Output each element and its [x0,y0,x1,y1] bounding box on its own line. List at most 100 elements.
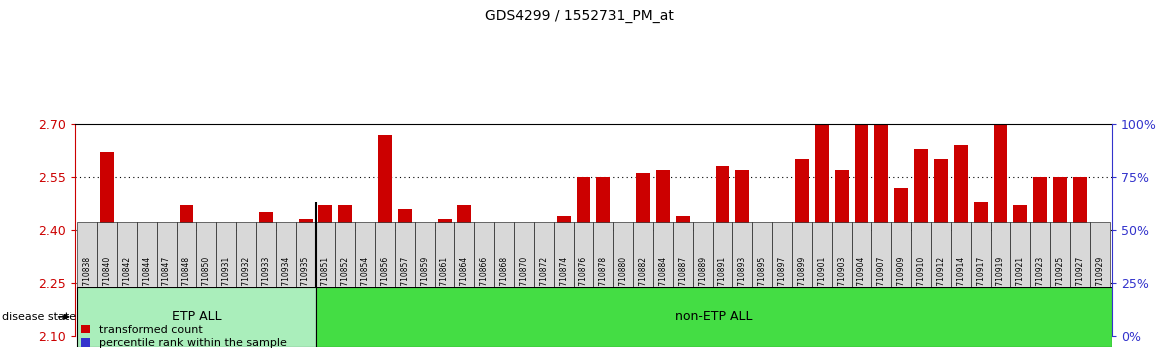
Text: GSM710838: GSM710838 [82,256,91,302]
Text: GSM710931: GSM710931 [221,256,230,302]
Text: GSM710872: GSM710872 [540,256,549,302]
Bar [935,284,947,289]
Bar [1033,177,1047,336]
FancyBboxPatch shape [733,222,753,336]
Bar [419,302,431,306]
Bar [696,294,710,336]
Bar [200,320,212,324]
Bar [358,237,372,336]
Bar [697,288,709,292]
FancyBboxPatch shape [256,222,276,336]
Bar [259,212,273,336]
Bar [736,288,748,292]
Text: GSM710912: GSM710912 [937,256,945,302]
Bar [756,323,768,327]
FancyBboxPatch shape [673,222,692,336]
Text: GSM710882: GSM710882 [638,256,647,302]
Bar [598,288,609,292]
Text: GSM710895: GSM710895 [757,256,767,302]
Text: GSM710878: GSM710878 [599,256,608,302]
Text: GSM710842: GSM710842 [123,256,131,302]
FancyBboxPatch shape [117,222,137,336]
FancyBboxPatch shape [951,222,970,336]
Bar [596,177,610,336]
Text: GSM710856: GSM710856 [381,256,389,302]
FancyBboxPatch shape [1011,222,1031,336]
Text: GSM710859: GSM710859 [420,256,430,302]
Text: GSM710893: GSM710893 [738,256,747,302]
Bar [895,291,907,296]
Bar [676,216,690,336]
Text: GSM710901: GSM710901 [818,256,827,302]
Bar [1034,295,1046,299]
Bar [140,241,154,336]
FancyBboxPatch shape [514,222,534,336]
Bar [677,288,689,292]
FancyBboxPatch shape [375,222,395,336]
Bar [557,216,571,336]
Text: GSM710932: GSM710932 [242,256,250,302]
Text: GSM710910: GSM710910 [917,256,925,302]
Bar [315,287,1112,347]
Legend: transformed count, percentile rank within the sample: transformed count, percentile rank withi… [81,325,286,348]
Text: GSM710854: GSM710854 [360,256,369,302]
FancyBboxPatch shape [1050,222,1070,336]
Text: GSM710864: GSM710864 [460,256,469,302]
Text: GSM710914: GSM710914 [957,256,966,302]
Bar [657,291,669,296]
Text: GSM710870: GSM710870 [520,256,528,302]
Bar [874,124,888,336]
Text: GSM710866: GSM710866 [479,256,489,302]
FancyBboxPatch shape [653,222,673,336]
Bar [101,288,113,292]
Bar [776,320,787,324]
Text: GSM710904: GSM710904 [857,256,866,302]
FancyBboxPatch shape [593,222,614,336]
FancyBboxPatch shape [633,222,653,336]
FancyBboxPatch shape [336,222,356,336]
Bar [259,320,272,324]
FancyBboxPatch shape [78,222,97,336]
Text: GSM710880: GSM710880 [618,256,628,302]
FancyBboxPatch shape [692,222,712,336]
Bar [954,145,968,336]
Bar [1073,288,1086,292]
Bar [359,313,371,317]
Text: GSM710917: GSM710917 [976,256,985,302]
Bar [974,202,988,336]
Bar [120,298,133,303]
FancyBboxPatch shape [434,222,454,336]
Bar [279,258,293,336]
Bar [80,273,94,336]
Bar [516,234,530,336]
Bar [378,135,391,336]
Bar [1013,205,1027,336]
Bar [796,281,808,285]
Text: GSM710903: GSM710903 [837,256,846,302]
Text: GSM710921: GSM710921 [1016,256,1025,302]
Bar [617,288,629,292]
Bar [477,241,491,336]
Bar [81,327,93,331]
Text: GSM710907: GSM710907 [877,256,886,302]
Text: GDS4299 / 1552731_PM_at: GDS4299 / 1552731_PM_at [484,9,674,23]
FancyBboxPatch shape [454,222,475,336]
Bar [735,170,749,336]
Text: GSM710874: GSM710874 [559,256,569,302]
FancyBboxPatch shape [872,222,892,336]
Text: GSM710933: GSM710933 [262,256,270,302]
Text: GSM710934: GSM710934 [281,256,291,302]
FancyBboxPatch shape [892,222,911,336]
Bar [498,302,510,306]
Bar [161,295,173,299]
FancyBboxPatch shape [812,222,831,336]
Text: GSM710935: GSM710935 [301,256,310,302]
Bar [616,294,630,336]
Bar [240,313,252,317]
Text: non-ETP ALL: non-ETP ALL [675,310,753,323]
Bar [318,205,332,336]
FancyBboxPatch shape [970,222,990,336]
Bar [875,284,887,289]
Bar [179,205,193,336]
Bar [199,255,213,336]
